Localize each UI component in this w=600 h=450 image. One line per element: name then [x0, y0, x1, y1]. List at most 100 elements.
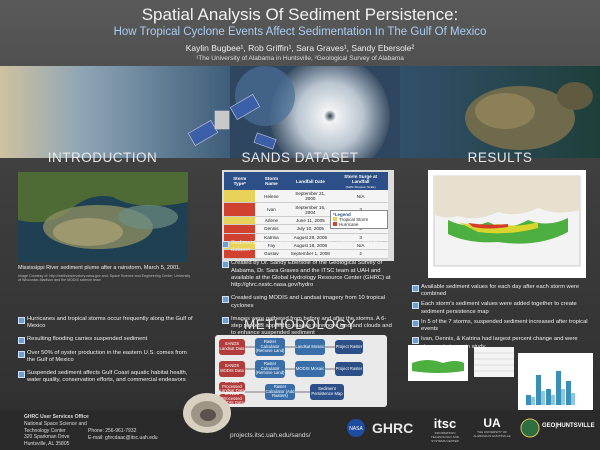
table-cell: 2 [333, 249, 388, 259]
bullet: Suspended sediment affects Gulf Coast aq… [18, 370, 193, 384]
flow-node: Raster Calculator (Remove Land) [255, 338, 285, 356]
footer [0, 410, 600, 450]
table-cell: Gustav [255, 249, 288, 259]
section-heading: SANDS DATASET [241, 150, 359, 165]
flow-node: Raster Calculator (Add Rasters) [265, 383, 295, 400]
bullet: Over 50% of oyster production in the eas… [18, 350, 193, 364]
table-row: Helene September 21, 2000 N/A [224, 190, 388, 204]
table-cell: Dennis [255, 224, 288, 234]
flow-node: Project Raster [335, 340, 363, 354]
table-cell: August 29, 2005 [287, 233, 334, 242]
oyster-image [183, 393, 231, 433]
image-credit: Image Courtesy of: http://earthobservato… [18, 274, 191, 283]
table-cell: Fay [255, 241, 288, 251]
affiliations: ¹The University of Alabama in Huntsville… [196, 55, 404, 62]
logo-subtext: INFORMATION TECHNOLOGY AND SYSTEMS CENTE… [431, 431, 459, 443]
table-cell: September 16, 2004 [287, 202, 334, 217]
contact-line: E-mail: ghrcdaac@itsc.uah.edu [88, 434, 158, 441]
table-cell [224, 233, 256, 242]
bullet: Available sediment values for each day a… [412, 284, 590, 298]
contact-line: Huntsville, AL 35805 [24, 441, 70, 447]
subtitle: How Tropical Cyclone Events Affect Sedim… [113, 26, 487, 38]
contact: GHRC User Services Office National Space… [24, 414, 104, 448]
flow-node: MODIS Mosaic [295, 361, 325, 377]
table-cell: 3 [333, 233, 388, 242]
table-header: Storm Type* [224, 172, 256, 190]
bullet: Images were gathered from before and aft… [222, 316, 392, 338]
table-row: Fay August 18, 2008 N/A [224, 241, 388, 251]
section-heading: RESULTS [467, 150, 533, 165]
contact-line: 320 Sparkman Drive [24, 434, 70, 441]
table-cell: September 21, 2000 [287, 190, 334, 204]
table-cell: Ivan [255, 202, 288, 217]
contact: Phone: 256-961-7932 E-mail: ghrcdaac@its… [88, 428, 168, 442]
table-row: Gustav September 1, 2008 2 [224, 249, 388, 259]
uah-logo: UA THE UNIVERSITY OF ALABAMA IN HUNTSVIL… [472, 416, 512, 438]
flow-node: SANDS Processed MODIS Data [219, 390, 245, 406]
table-row: Katrina August 29, 2005 3 [224, 233, 388, 242]
table-cell [224, 241, 256, 251]
table-cell: August 18, 2008 [287, 241, 334, 251]
nasa-logo: NASA [347, 419, 365, 437]
legend-title: *Legend [333, 212, 351, 217]
legend-entry: Hurricane [333, 222, 385, 227]
gsa-logo [520, 418, 540, 438]
results-figures [408, 345, 593, 411]
legend: *Legend Tropical Storm Hurricane [330, 210, 388, 229]
table-cell: Arlene [255, 216, 288, 226]
table-cell: Helene [255, 190, 288, 204]
itsc-logo: itsc INFORMATION TECHNOLOGY AND SYSTEMS … [425, 416, 465, 443]
section-heading: INTRODUCTION [47, 150, 158, 165]
table-header: Storm Surge at Landfall [344, 173, 378, 184]
legend-label: Hurricane [339, 222, 359, 227]
sediment-image [18, 172, 188, 262]
contact-line: National Space Science and Technology Ce… [24, 420, 87, 434]
table-cell [224, 216, 256, 226]
persistence-map [428, 170, 586, 278]
logo-text: UA [483, 416, 501, 430]
table-header: Storm Surge at Landfall (Saffir-Simpson S… [333, 172, 388, 190]
legend-entry: Tropical Storm [333, 217, 385, 222]
flow-node: SANDS Processed Landsat Data [219, 378, 245, 394]
logo-subtext: THE UNIVERSITY OF ALABAMA IN HUNTSVILLE [473, 430, 511, 438]
table-cell: N/A [333, 241, 388, 251]
table-cell: September 1, 2008 [287, 249, 334, 259]
table-cell: July 10, 2005 [287, 224, 334, 234]
bullet: Each storm's sediment values were added … [412, 301, 590, 315]
flow-node: Raster Calculator (Remove Land) [255, 360, 285, 378]
table-cell: June 11, 2005 [287, 216, 334, 226]
banner-image [0, 66, 600, 158]
storm-table-box: Storm Type* Storm Name Landfall Date Sto… [222, 170, 394, 261]
bullet: Created by Dr. Sandy Ebersole of the Geo… [222, 260, 392, 289]
results-bullets: Available sediment values for each day a… [412, 284, 590, 354]
title: Spatial Analysis Of Sediment Persistence… [141, 5, 459, 24]
bullet: In 5 of the 7 storms, suspended sediment… [412, 319, 590, 333]
table-cell [224, 202, 256, 217]
flow-node: Project Raster [335, 362, 363, 376]
flow-node: Sediment Persistence Map [310, 384, 344, 400]
svg-text:NASA: NASA [349, 426, 363, 432]
authors: Kaylin Bugbee¹, Rob Griffin¹, Sara Grave… [185, 43, 415, 53]
sands-bullets: Sediment Analysis Network for Decision S… [222, 240, 392, 344]
logo-text: itsc [433, 416, 457, 431]
table-cell: N/A [333, 190, 388, 204]
contact-office: GHRC User Services Office [24, 414, 89, 420]
section-heading: METHODOLOGY [243, 317, 356, 332]
table-header: Landfall Date [287, 172, 334, 190]
geo-huntsville-logo: GEO|HUNTSVILLE [542, 423, 595, 429]
flow-arrows [245, 346, 335, 393]
bullet: Created using MODIS and Landsat imagery … [222, 295, 392, 309]
bullet: Sediment Analysis Network for Decision S… [222, 240, 392, 254]
flow-node: SANDS MODIS Data [219, 361, 245, 377]
bullet: Hurricanes and tropical storms occur fre… [18, 316, 193, 330]
flowchart: SANDS Landsat Data Raster Calculator (Re… [215, 335, 387, 407]
table-header-note: (Saffir-Simpson Scale) [345, 184, 376, 189]
intro-bullets: Hurricanes and tropical storms occur fre… [18, 316, 193, 391]
project-url: projects.itsc.uah.edu/sands/ [230, 432, 311, 439]
flow-node: Landsat Mosaic [295, 339, 325, 355]
table-cell: Katrina [255, 233, 288, 242]
ghrc-logo: GHRC [372, 420, 414, 436]
contact-line: Phone: 256-961-7932 [88, 428, 137, 434]
flow-node: SANDS Landsat Data [219, 339, 245, 355]
